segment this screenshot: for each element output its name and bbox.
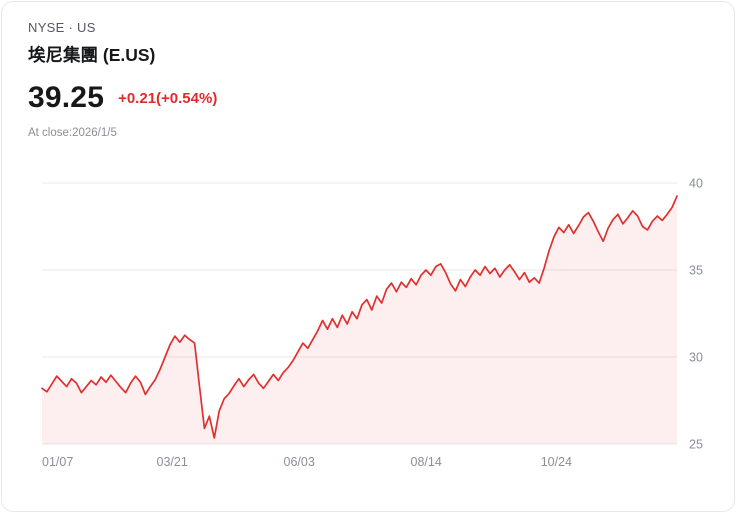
- y-axis-tick-label: 25: [689, 438, 703, 452]
- price-area-fill: [42, 196, 677, 444]
- x-axis-tick-label: 08/14: [411, 455, 442, 469]
- y-axis-tick-label: 35: [689, 264, 703, 278]
- price-chart[interactable]: 25 30 35 40 01/07 03/21 06/03 08/14 10/24: [22, 168, 722, 488]
- close-time-note: At close:2026/1/5: [28, 127, 117, 139]
- quote-header: NYSE · US 埃尼集團 (E.US) 39.25 +0.21(+0.54%…: [28, 20, 708, 139]
- x-axis-tick-label: 01/07: [42, 455, 73, 469]
- price-row: 39.25 +0.21(+0.54%): [28, 81, 708, 115]
- exchange-label: NYSE · US: [28, 20, 96, 35]
- x-axis-tick-label: 03/21: [157, 455, 188, 469]
- last-price: 39.25: [28, 81, 105, 114]
- y-axis-tick-label: 40: [689, 177, 703, 191]
- price-change: +0.21(+0.54%): [118, 89, 218, 107]
- price-chart-svg[interactable]: 25 30 35 40 01/07 03/21 06/03 08/14 10/24: [22, 168, 722, 488]
- price-line: [41, 195, 678, 439]
- x-axis-tick-label: 10/24: [541, 455, 572, 469]
- x-axis-tick-label: 06/03: [284, 455, 315, 469]
- stock-name: 埃尼集團 (E.US): [28, 45, 156, 65]
- y-axis-tick-label: 30: [689, 351, 703, 365]
